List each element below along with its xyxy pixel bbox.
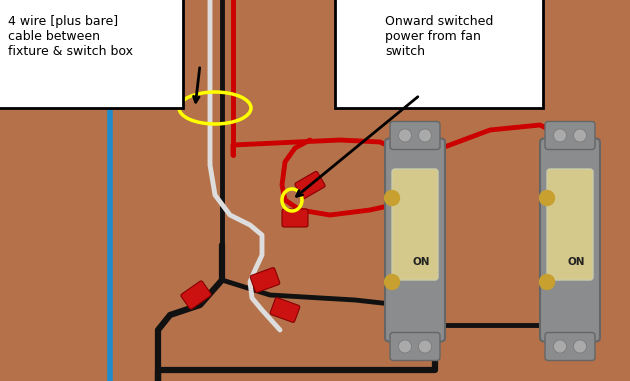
Text: ON: ON <box>412 257 430 267</box>
Circle shape <box>554 340 566 353</box>
Text: Onward switched
power from fan
switch: Onward switched power from fan switch <box>385 15 493 58</box>
Text: 4 wire [plus bare]
cable between
fixture & switch box: 4 wire [plus bare] cable between fixture… <box>8 15 133 58</box>
Text: ON: ON <box>567 257 585 267</box>
Circle shape <box>573 129 587 142</box>
FancyBboxPatch shape <box>390 333 440 360</box>
Circle shape <box>554 129 566 142</box>
Circle shape <box>418 340 432 353</box>
FancyBboxPatch shape <box>547 169 593 280</box>
FancyBboxPatch shape <box>545 122 595 149</box>
FancyBboxPatch shape <box>390 122 440 149</box>
Circle shape <box>573 340 587 353</box>
FancyBboxPatch shape <box>545 333 595 360</box>
FancyBboxPatch shape <box>270 298 300 322</box>
FancyBboxPatch shape <box>295 171 325 199</box>
Circle shape <box>384 274 399 290</box>
FancyBboxPatch shape <box>392 169 438 280</box>
Circle shape <box>418 129 432 142</box>
FancyBboxPatch shape <box>250 267 280 292</box>
Circle shape <box>399 340 411 353</box>
Circle shape <box>539 274 554 290</box>
Circle shape <box>399 129 411 142</box>
FancyBboxPatch shape <box>282 209 308 227</box>
Circle shape <box>539 190 554 205</box>
FancyBboxPatch shape <box>385 139 445 341</box>
Circle shape <box>384 190 399 205</box>
FancyBboxPatch shape <box>540 139 600 341</box>
FancyBboxPatch shape <box>181 281 211 309</box>
